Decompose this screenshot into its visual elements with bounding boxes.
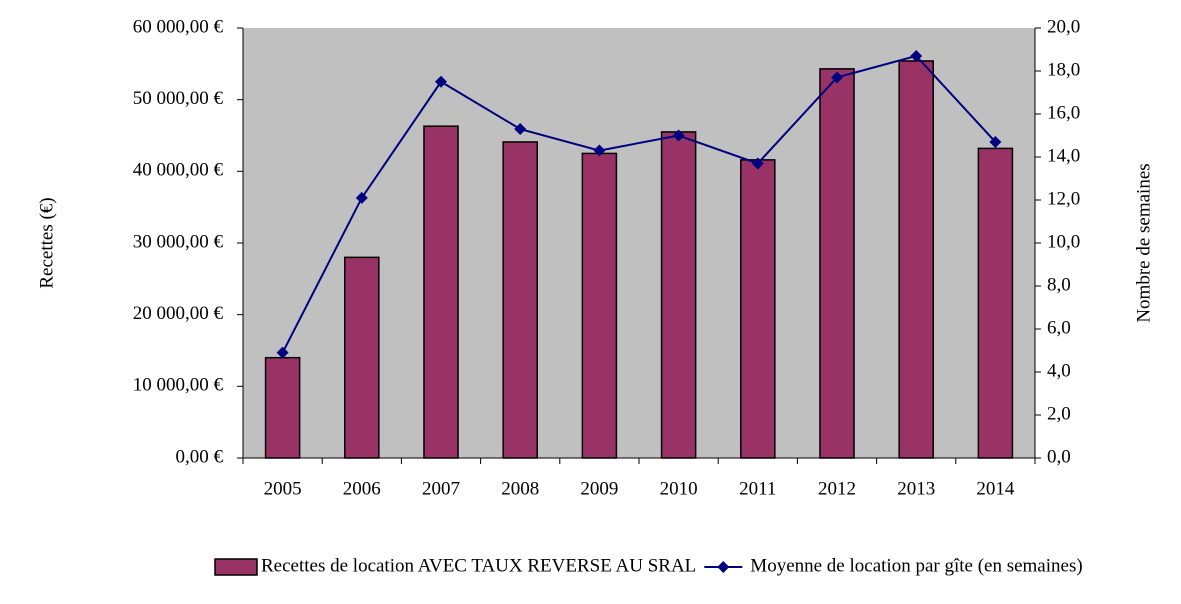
y-axis-title: Recettes (€) (36, 197, 57, 288)
y2-tick-label: 18,0 (1047, 59, 1080, 80)
y2-tick-label: 6,0 (1047, 317, 1071, 338)
line-marker (355, 191, 368, 204)
y2-axis-title: Nombre de semaines (1133, 163, 1154, 322)
bar (502, 141, 538, 459)
y2-tick-label: 10,0 (1047, 231, 1080, 252)
legend-label: Moyenne de location par gîte (en semaine… (750, 555, 1082, 576)
y2-tick-label: 2,0 (1047, 403, 1071, 424)
legend-label: Recettes de location AVEC TAUX REVERSE A… (261, 555, 696, 576)
line-marker (514, 123, 527, 136)
y-tick-label: 30 000,00 € (133, 231, 224, 252)
y2-tick-label: 8,0 (1047, 274, 1071, 295)
x-tick-label: 2013 (897, 478, 935, 499)
y2-tick-label: 14,0 (1047, 145, 1080, 166)
bar (264, 356, 301, 459)
y2-tick-label: 12,0 (1047, 188, 1080, 209)
bar (898, 60, 934, 459)
y-tick-label: 0,00 € (176, 446, 224, 467)
x-tick-label: 2007 (422, 478, 460, 499)
x-tick-label: 2011 (739, 478, 776, 499)
y-tick-label: 50 000,00 € (133, 88, 224, 109)
bar (660, 131, 697, 459)
line-marker (910, 49, 923, 62)
line-marker (276, 346, 289, 359)
x-tick-label: 2014 (976, 478, 1015, 499)
line-marker (751, 157, 764, 170)
line-marker (831, 71, 843, 84)
y-tick-label: 60 000,00 € (133, 16, 224, 37)
legend-marker (717, 561, 730, 573)
line-marker (435, 75, 447, 88)
legend-swatch (214, 558, 258, 576)
x-tick-label: 2012 (818, 478, 856, 499)
y-tick-label: 20 000,00 € (133, 303, 224, 324)
y-tick-label: 10 000,00 € (133, 375, 224, 396)
x-tick-label: 2006 (343, 478, 381, 499)
bar (740, 159, 776, 459)
x-tick-label: 2010 (660, 478, 698, 499)
line-marker (593, 144, 606, 157)
y2-tick-label: 0,0 (1047, 446, 1071, 467)
x-tick-label: 2008 (501, 478, 539, 499)
line (281, 54, 997, 354)
bar (423, 125, 459, 459)
y2-tick-label: 20,0 (1047, 16, 1080, 37)
line-marker (672, 129, 685, 142)
bar (819, 68, 855, 459)
line-marker (989, 135, 1002, 148)
bar (344, 256, 380, 459)
y-tick-label: 40 000,00 € (133, 160, 224, 181)
x-tick-label: 2005 (264, 478, 302, 499)
bar (581, 152, 618, 459)
y2-tick-label: 16,0 (1047, 102, 1080, 123)
y2-tick-label: 4,0 (1047, 360, 1071, 381)
x-tick-label: 2009 (580, 478, 618, 499)
bar (977, 147, 1014, 459)
